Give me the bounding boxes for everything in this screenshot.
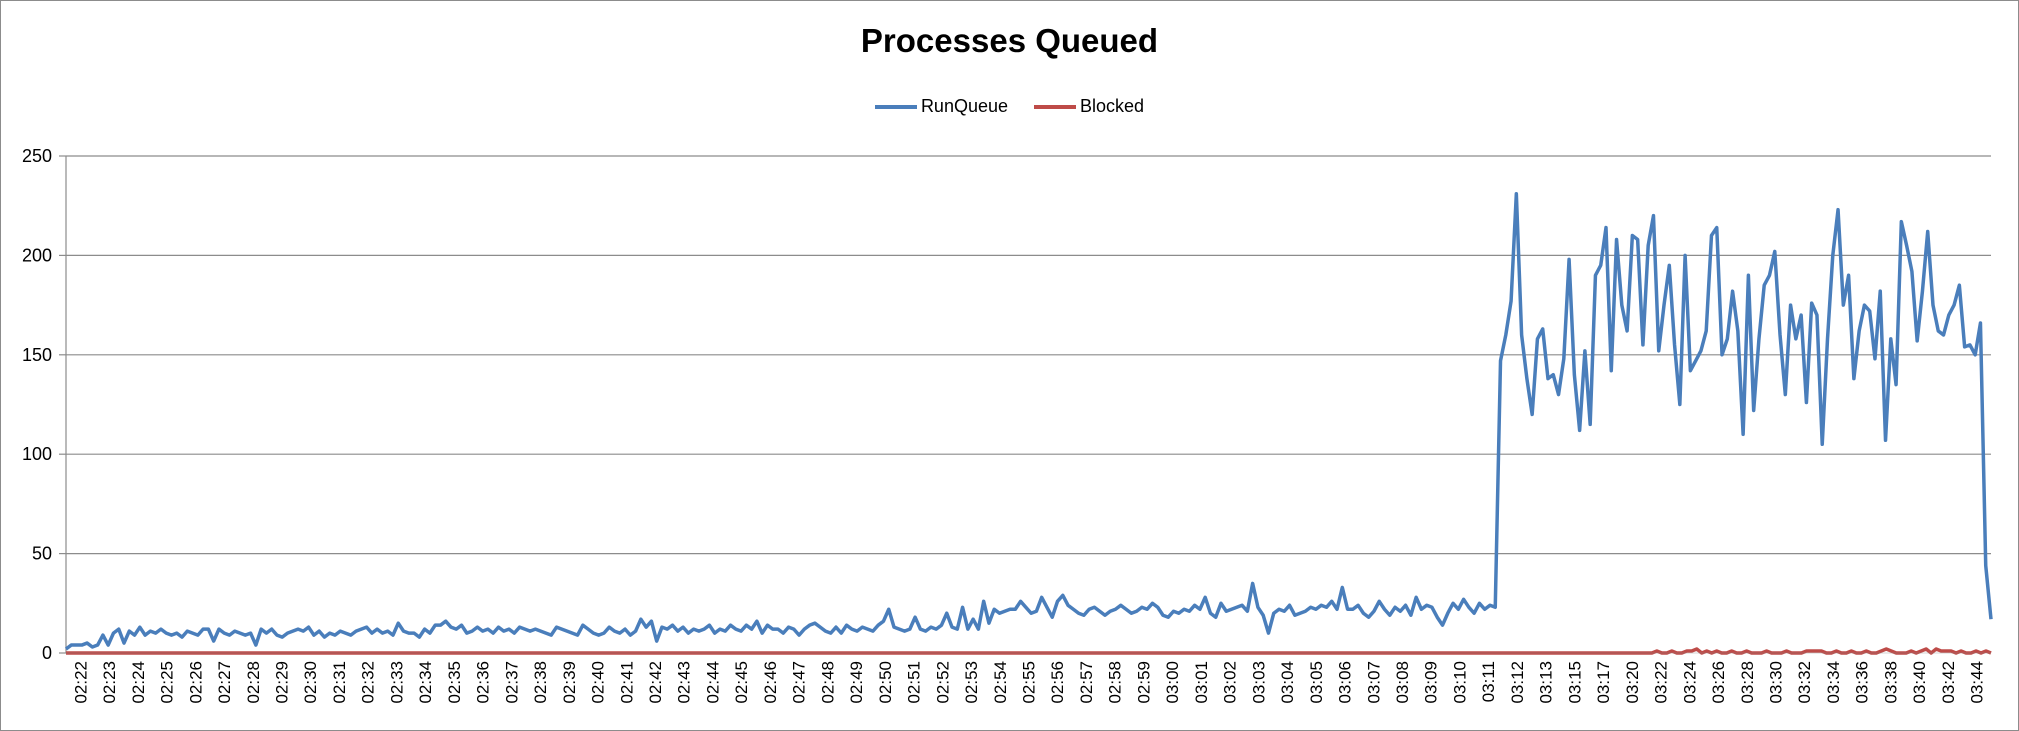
x-tick-label-02:35: 02:35 [445, 661, 464, 704]
x-tick-label-03:15: 03:15 [1565, 661, 1584, 704]
legend-label-blocked: Blocked [1080, 96, 1145, 116]
x-tick-label-02:31: 02:31 [330, 661, 349, 704]
x-tick-label-03:02: 03:02 [1221, 661, 1240, 704]
x-tick-label-02:51: 02:51 [905, 661, 924, 704]
x-tick-label-02:47: 02:47 [790, 661, 809, 704]
x-tick-label-03:04: 03:04 [1278, 661, 1297, 704]
x-tick-label-02:53: 02:53 [962, 661, 981, 704]
x-tick-label-02:42: 02:42 [646, 661, 665, 704]
x-tick-label-02:44: 02:44 [703, 661, 722, 704]
series-line-blocked [66, 647, 1992, 655]
y-tick-label-200: 200 [22, 245, 52, 265]
x-tick-label-02:48: 02:48 [818, 661, 837, 704]
x-tick-label-03:10: 03:10 [1450, 661, 1469, 704]
x-tick-label-02:23: 02:23 [100, 661, 119, 704]
x-tick-label-03:42: 03:42 [1939, 661, 1958, 704]
x-tick-label-03:11: 03:11 [1479, 661, 1498, 702]
x-tick-label-02:26: 02:26 [186, 661, 205, 704]
x-tick-label-02:22: 02:22 [71, 661, 90, 704]
x-tick-label-02:27: 02:27 [215, 661, 234, 704]
y-tick-label-50: 50 [32, 544, 52, 564]
legend-swatch-blocked [1034, 104, 1077, 109]
y-tick-label-250: 250 [22, 146, 52, 166]
x-tick-label-03:20: 03:20 [1623, 661, 1642, 704]
x-tick-label-03:05: 03:05 [1307, 661, 1326, 704]
x-tick-label-02:25: 02:25 [158, 661, 177, 704]
x-tick-label-03:44: 03:44 [1968, 661, 1987, 704]
x-tick-label-02:38: 02:38 [531, 661, 550, 704]
x-tick-label-02:54: 02:54 [991, 661, 1010, 704]
x-tick-label-02:57: 02:57 [1077, 661, 1096, 704]
x-tick-label-03:12: 03:12 [1508, 661, 1527, 704]
x-tick-label-02:43: 02:43 [675, 661, 694, 704]
x-tick-label-03:40: 03:40 [1910, 661, 1929, 704]
x-tick-label-03:24: 03:24 [1680, 661, 1699, 704]
x-tick-label-02:32: 02:32 [359, 661, 378, 704]
x-tick-label-03:06: 03:06 [1336, 661, 1355, 704]
x-tick-label-02:29: 02:29 [272, 661, 291, 704]
x-tick-label-03:28: 03:28 [1738, 661, 1757, 704]
x-tick-label-03:38: 03:38 [1881, 661, 1900, 704]
y-tick-label-0: 0 [42, 643, 52, 663]
x-tick-label-02:30: 02:30 [301, 661, 320, 704]
x-tick-label-02:34: 02:34 [416, 661, 435, 704]
x-tick-label-02:37: 02:37 [502, 661, 521, 704]
x-tick-label-03:17: 03:17 [1594, 661, 1613, 704]
x-tick-label-02:24: 02:24 [129, 661, 148, 704]
x-tick-label-03:26: 03:26 [1709, 661, 1728, 704]
x-tick-label-03:32: 03:32 [1795, 661, 1814, 704]
x-tick-label-03:36: 03:36 [1853, 661, 1872, 704]
x-tick-label-02:39: 02:39 [560, 661, 579, 704]
x-tick-label-03:01: 03:01 [1192, 661, 1211, 704]
legend-item-blocked: Blocked [1034, 96, 1144, 117]
legend-swatch-runqueue [874, 104, 917, 109]
x-tick-label-02:33: 02:33 [387, 661, 406, 704]
x-tick-label-03:34: 03:34 [1824, 661, 1843, 704]
x-tick-label-02:55: 02:55 [1020, 661, 1039, 704]
x-tick-label-03:07: 03:07 [1364, 661, 1383, 704]
x-tick-label-02:46: 02:46 [761, 661, 780, 704]
x-tick-label-02:36: 02:36 [474, 661, 493, 704]
series-line-runqueue [64, 192, 1993, 651]
x-tick-label-02:59: 02:59 [1134, 661, 1153, 704]
x-tick-label-02:58: 02:58 [1106, 661, 1125, 704]
y-tick-label-150: 150 [22, 345, 52, 365]
x-tick-label-02:28: 02:28 [244, 661, 263, 704]
x-tick-label-02:45: 02:45 [732, 661, 751, 704]
x-tick-label-03:22: 03:22 [1652, 661, 1671, 704]
x-tick-label-02:41: 02:41 [617, 661, 636, 704]
x-tick-label-03:30: 03:30 [1767, 661, 1786, 704]
legend-label-runqueue: RunQueue [920, 96, 1009, 116]
x-tick-label-03:09: 03:09 [1422, 661, 1441, 704]
x-tick-label-02:50: 02:50 [876, 661, 895, 704]
x-tick-label-03:03: 03:03 [1249, 661, 1268, 704]
y-tick-label-100: 100 [22, 444, 52, 464]
x-tick-label-03:13: 03:13 [1537, 661, 1556, 704]
x-tick-label-02:56: 02:56 [1048, 661, 1067, 704]
chart-title: Processes Queued [860, 22, 1159, 59]
x-tick-label-02:49: 02:49 [847, 661, 866, 704]
x-tick-label-02:40: 02:40 [589, 661, 608, 704]
x-tick-label-02:52: 02:52 [933, 661, 952, 704]
x-tick-label-03:00: 03:00 [1163, 661, 1182, 704]
legend: RunQueue Blocked [0, 96, 2019, 117]
x-tick-label-03:08: 03:08 [1393, 661, 1412, 704]
legend-item-runqueue: RunQueue [874, 96, 1009, 117]
